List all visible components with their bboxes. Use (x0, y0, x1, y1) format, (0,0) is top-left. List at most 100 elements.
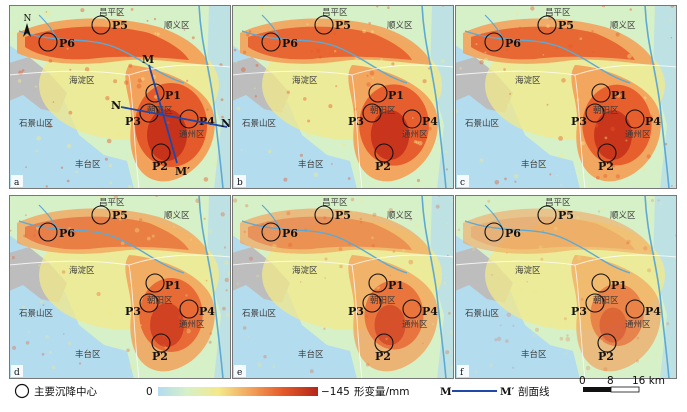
speckle (365, 363, 370, 367)
district-label: 丰台区 (298, 159, 324, 170)
speckle (455, 109, 458, 114)
speckle (307, 119, 311, 123)
speckle (615, 32, 620, 37)
speckle (389, 274, 392, 277)
speckle (315, 48, 321, 54)
speckle (164, 346, 167, 349)
district-label: 昌平区 (322, 198, 348, 208)
speckle (378, 286, 381, 289)
district-label: 顺义区 (164, 211, 190, 221)
speckle (411, 117, 414, 119)
speckle (130, 8, 134, 11)
subsidence-label-p4: P4 (645, 305, 661, 318)
speckle (203, 177, 209, 182)
speckle (413, 140, 417, 144)
speckle (34, 229, 37, 231)
speckle (626, 239, 631, 244)
speckle (368, 22, 371, 25)
speckle (388, 208, 393, 213)
speckle (626, 241, 629, 245)
speckle (72, 230, 77, 235)
east-subsidence-core (374, 304, 406, 346)
speckle (85, 355, 88, 359)
speckle (627, 54, 632, 59)
speckle (558, 136, 563, 141)
speckle (213, 161, 217, 166)
subsidence-label-p4: P4 (199, 305, 215, 318)
speckle (100, 105, 104, 108)
speckle (75, 170, 79, 174)
speckle (153, 162, 158, 168)
speckle (443, 281, 447, 285)
district-label: 昌平区 (322, 8, 348, 18)
speckle (505, 97, 508, 100)
speckle (625, 328, 627, 330)
speckle (326, 133, 329, 135)
speckle (297, 74, 301, 78)
speckle (600, 164, 602, 167)
river (198, 5, 224, 189)
district-label: 昌平区 (99, 8, 125, 18)
speckle (491, 274, 493, 276)
speckle (238, 235, 240, 237)
panel-tag-bg (234, 175, 246, 187)
speckle (63, 333, 65, 335)
speckle (659, 202, 663, 206)
speckle (422, 79, 427, 84)
speckle (540, 257, 544, 261)
subsidence-label-p5: P5 (558, 209, 574, 222)
subsidence-center-p4 (625, 109, 645, 129)
speckle (68, 227, 71, 230)
speckle (459, 67, 462, 70)
legend-profile-end: M′ (500, 386, 515, 398)
district-label: 丰台区 (521, 159, 547, 170)
speckle (636, 336, 640, 340)
district-label: 朝阳区 (593, 296, 619, 306)
east-region (207, 195, 231, 379)
subsidence-center-p3 (139, 103, 159, 123)
speckle (556, 174, 558, 177)
speckle (561, 78, 566, 83)
speckle (503, 68, 506, 71)
speckle (422, 342, 424, 345)
speckle (173, 226, 175, 228)
speckle (47, 124, 52, 128)
panel-tag: d (14, 368, 20, 378)
speckle (54, 75, 59, 80)
speckle (313, 172, 319, 177)
speckle (415, 319, 420, 324)
speckle (568, 170, 570, 173)
speckle (272, 365, 276, 369)
speckle (542, 229, 544, 232)
district-label: 石景山区 (465, 118, 500, 129)
subsidence-center-p2 (374, 333, 394, 353)
speckle (185, 294, 188, 297)
subsidence-center-p3 (585, 103, 605, 123)
subsidence-center-p2 (597, 333, 617, 353)
speckle (506, 312, 512, 318)
speckle (191, 36, 195, 40)
speckle (596, 176, 600, 180)
speckle (108, 163, 112, 168)
subsidence-center-p6 (38, 222, 58, 242)
subsidence-center-p6 (261, 222, 281, 242)
north-subsidence-core (25, 216, 189, 250)
subsidence-label-p3: P3 (571, 115, 587, 128)
district-label: 石景山区 (465, 308, 500, 319)
speckle (435, 204, 440, 209)
speckle (568, 43, 573, 49)
district-label: 昌平区 (99, 198, 125, 208)
distance-tick-0: 0 (579, 375, 586, 387)
subsidence-label-p1: P1 (165, 279, 181, 292)
subsidence-label-p5: P5 (335, 209, 351, 222)
speckle (366, 74, 369, 77)
speckle (376, 287, 379, 290)
speckle (162, 343, 166, 347)
speckle (141, 77, 145, 81)
speckle (41, 352, 45, 356)
panel-tag: e (237, 368, 242, 378)
speckle (598, 210, 601, 213)
speckle (306, 23, 309, 26)
